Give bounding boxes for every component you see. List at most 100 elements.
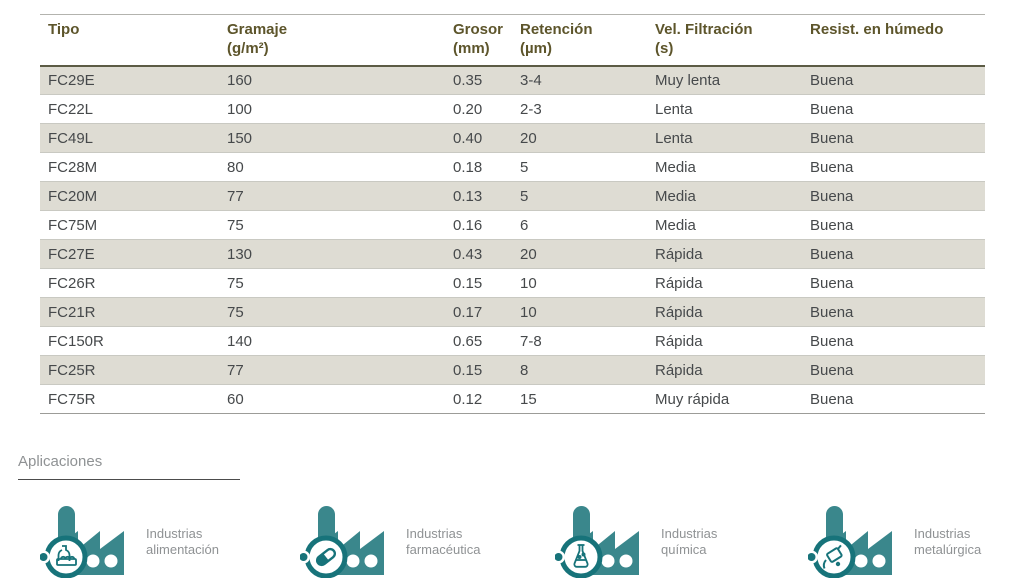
cell-retencion: 20	[520, 245, 537, 263]
cell-resist-humedo: Buena	[810, 332, 854, 350]
cell-gramaje: 100	[227, 100, 253, 118]
chemical-industry-factory-icon	[555, 506, 639, 578]
applications-section-header: Aplicaciones	[18, 453, 240, 480]
cell-resist-humedo: Buena	[810, 361, 854, 379]
table-row: FC26R 75 0.15 10 Rápida Buena	[40, 269, 985, 298]
cell-grosor: 0.20	[453, 100, 483, 118]
cell-retencion: 15	[520, 390, 537, 408]
cell-grosor: 0.65	[453, 332, 483, 350]
table-row: FC25R 77 0.15 8 Rápida Buena	[40, 355, 985, 385]
col-header-unit: (mm)	[453, 39, 490, 57]
application-label-line1: Industrias	[406, 525, 463, 541]
cell-grosor: 0.43	[453, 245, 483, 263]
application-label-line1: Industrias	[661, 525, 718, 541]
cell-resist-humedo: Buena	[810, 71, 854, 89]
cell-grosor: 0.35	[453, 71, 483, 89]
table-row: FC28M 80 0.18 5 Media Buena	[40, 153, 985, 182]
cell-resist-humedo: Buena	[810, 100, 854, 118]
cell-retencion: 7-8	[520, 332, 542, 350]
col-header-unit: (g/m²)	[227, 39, 269, 57]
cell-gramaje: 75	[227, 303, 244, 321]
col-header-label: Gramaje	[227, 21, 288, 38]
cell-vel-filtracion: Rápida	[655, 332, 703, 350]
application-label-line1: Industrias	[914, 525, 971, 541]
cell-tipo: FC150R	[48, 332, 104, 350]
table-row: FC75R 60 0.12 15 Muy rápida Buena	[40, 385, 985, 414]
table-row: FC150R 140 0.65 7-8 Rápida Buena	[40, 327, 985, 356]
application-item-food: Industrias alimentación	[40, 505, 219, 578]
col-header-vel-filtracion: Vel. Filtración (s)	[647, 15, 802, 66]
cell-resist-humedo: Buena	[810, 245, 854, 263]
cell-tipo: FC49L	[48, 129, 94, 147]
cell-tipo: FC20M	[48, 187, 98, 205]
application-item-metallurgy: Industrias metalúrgica	[808, 505, 981, 578]
application-label-line2: farmacéutica	[406, 542, 481, 557]
pharma-industry-factory-icon	[300, 506, 384, 578]
col-header-gramaje: Gramaje (g/m²)	[219, 15, 445, 66]
cell-gramaje: 80	[227, 158, 244, 176]
table-row: FC21R 75 0.17 10 Rápida Buena	[40, 297, 985, 327]
cell-grosor: 0.15	[453, 361, 483, 379]
cell-vel-filtracion: Lenta	[655, 100, 693, 118]
applications-title: Aplicaciones	[18, 453, 103, 470]
application-label: Industrias metalúrgica	[914, 526, 981, 559]
cell-resist-humedo: Buena	[810, 187, 854, 205]
application-label: Industrias alimentación	[146, 526, 219, 559]
cell-resist-humedo: Buena	[810, 390, 854, 408]
cell-vel-filtracion: Rápida	[655, 274, 703, 292]
table-row: FC22L 100 0.20 2-3 Lenta Buena	[40, 95, 985, 124]
table-row: FC27E 130 0.43 20 Rápida Buena	[40, 239, 985, 269]
table-row: FC29E 160 0.35 3-4 Muy lenta Buena	[40, 65, 985, 95]
col-header-label: Vel. Filtración	[655, 21, 753, 38]
col-header-grosor: Grosor (mm)	[445, 15, 512, 66]
application-label-line2: química	[661, 542, 707, 557]
cell-tipo: FC22L	[48, 100, 94, 118]
cell-vel-filtracion: Media	[655, 187, 696, 205]
cell-gramaje: 77	[227, 187, 244, 205]
col-header-label: Resist. en húmedo	[810, 21, 944, 38]
cell-resist-humedo: Buena	[810, 129, 854, 147]
cell-retencion: 10	[520, 303, 537, 321]
filter-paper-spec-table: Tipo Gramaje (g/m²) Grosor (mm) Retenció…	[40, 14, 985, 414]
cell-vel-filtracion: Muy rápida	[655, 390, 730, 408]
application-label: Industrias farmacéutica	[406, 526, 480, 559]
cell-gramaje: 75	[227, 274, 244, 292]
cell-resist-humedo: Buena	[810, 158, 854, 176]
spec-table-wrap: Tipo Gramaje (g/m²) Grosor (mm) Retenció…	[40, 14, 985, 414]
cell-tipo: FC21R	[48, 303, 96, 321]
cell-retencion: 3-4	[520, 71, 542, 89]
cell-retencion: 5	[520, 158, 529, 176]
cell-tipo: FC25R	[48, 361, 96, 379]
cell-resist-humedo: Buena	[810, 274, 854, 292]
application-item-chemical: Industrias química	[555, 505, 717, 578]
col-header-label: Grosor	[453, 21, 504, 38]
application-label-line1: Industrias	[146, 525, 203, 541]
cell-retencion: 2-3	[520, 100, 542, 118]
food-industry-factory-icon	[40, 506, 124, 578]
table-row: FC75M 75 0.16 6 Media Buena	[40, 211, 985, 240]
cell-tipo: FC26R	[48, 274, 96, 292]
cell-retencion: 10	[520, 274, 537, 292]
cell-vel-filtracion: Rápida	[655, 245, 703, 263]
cell-gramaje: 77	[227, 361, 244, 379]
cell-tipo: FC28M	[48, 158, 98, 176]
cell-vel-filtracion: Rápida	[655, 361, 703, 379]
cell-tipo: FC29E	[48, 71, 95, 89]
cell-resist-humedo: Buena	[810, 303, 854, 321]
application-label-line2: alimentación	[146, 542, 219, 557]
cell-grosor: 0.17	[453, 303, 483, 321]
application-label: Industrias química	[661, 526, 717, 559]
col-header-unit: (µm)	[520, 39, 552, 57]
cell-gramaje: 60	[227, 390, 244, 408]
cell-vel-filtracion: Rápida	[655, 303, 703, 321]
cell-tipo: FC27E	[48, 245, 95, 263]
cell-vel-filtracion: Muy lenta	[655, 71, 721, 89]
cell-grosor: 0.40	[453, 129, 483, 147]
cell-resist-humedo: Buena	[810, 216, 854, 234]
table-header-row: Tipo Gramaje (g/m²) Grosor (mm) Retenció…	[40, 14, 985, 66]
col-header-retencion: Retención (µm)	[512, 15, 647, 66]
col-header-tipo: Tipo	[40, 15, 219, 66]
col-header-resist-humedo: Resist. en húmedo	[802, 15, 985, 66]
cell-retencion: 6	[520, 216, 529, 234]
